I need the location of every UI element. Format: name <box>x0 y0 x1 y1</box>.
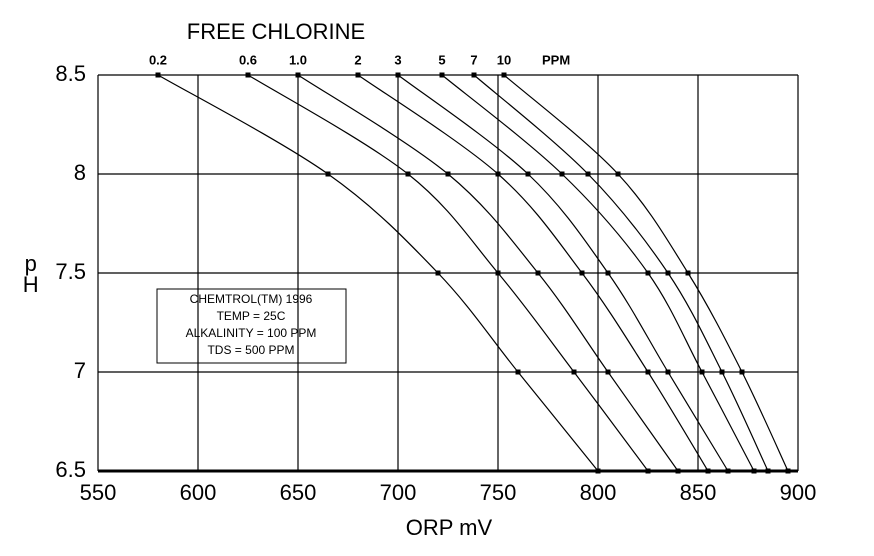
data-point <box>595 468 601 474</box>
data-point <box>705 468 711 474</box>
data-point <box>155 72 161 78</box>
data-point <box>439 72 445 78</box>
data-point <box>675 468 681 474</box>
data-point <box>725 468 731 474</box>
x-tick-label: 900 <box>780 480 817 505</box>
data-point <box>765 468 771 474</box>
annotation-line: ALKALINITY = 100 PPM <box>186 326 317 340</box>
data-point <box>645 369 651 375</box>
data-point <box>405 171 411 177</box>
data-point <box>559 171 565 177</box>
data-point <box>605 270 611 276</box>
y-tick-label: 8.5 <box>55 61 86 86</box>
x-tick-label: 800 <box>580 480 617 505</box>
data-point <box>471 72 477 78</box>
data-point <box>785 468 791 474</box>
series-line <box>503 74 789 472</box>
data-point <box>739 369 745 375</box>
series-line <box>473 74 769 472</box>
data-point <box>605 369 611 375</box>
series-line <box>357 74 709 472</box>
annotation-line: TEMP = 25C <box>217 309 286 323</box>
data-point <box>525 171 531 177</box>
x-tick-label: 700 <box>380 480 417 505</box>
unit-label: PPM <box>542 52 570 67</box>
y-tick-label: 8 <box>74 160 86 185</box>
data-point <box>395 72 401 78</box>
y-tick-label: 7 <box>74 358 86 383</box>
data-point <box>645 468 651 474</box>
x-tick-label: 850 <box>680 480 717 505</box>
data-point <box>245 72 251 78</box>
series-label: 10 <box>497 52 511 67</box>
data-point <box>435 270 441 276</box>
series-label: 7 <box>470 52 477 67</box>
data-point <box>699 369 705 375</box>
x-tick-label: 650 <box>280 480 317 505</box>
series-line <box>397 74 729 472</box>
data-point <box>535 270 541 276</box>
data-point <box>325 171 331 177</box>
x-tick-label: 600 <box>180 480 217 505</box>
data-point <box>501 72 507 78</box>
data-point <box>685 270 691 276</box>
data-point <box>645 270 651 276</box>
series-label: 3 <box>394 52 401 67</box>
data-point <box>665 369 671 375</box>
y-tick-label: 6.5 <box>55 457 86 482</box>
x-axis-label: ORP mV <box>406 515 493 540</box>
data-point <box>665 270 671 276</box>
data-point <box>445 171 451 177</box>
series-label: 5 <box>438 52 445 67</box>
data-point <box>615 171 621 177</box>
data-point <box>571 369 577 375</box>
data-point <box>295 72 301 78</box>
annotation-line: CHEMTROL(TM) 1996 <box>190 292 313 306</box>
series-line <box>157 74 599 472</box>
data-point <box>579 270 585 276</box>
data-point <box>585 171 591 177</box>
y-axis-label: pH <box>18 251 43 293</box>
x-tick-label: 750 <box>480 480 517 505</box>
data-point <box>515 369 521 375</box>
annotation-line: TDS = 500 PPM <box>207 343 294 357</box>
data-point <box>495 270 501 276</box>
data-point <box>495 171 501 177</box>
x-tick-label: 550 <box>80 480 117 505</box>
series-label: 0.6 <box>239 52 257 67</box>
data-point <box>751 468 757 474</box>
series-label: 0.2 <box>149 52 167 67</box>
annotation-box <box>156 288 347 364</box>
chart-title: FREE CHLORINE <box>187 19 365 44</box>
y-tick-label: 7.5 <box>55 259 86 284</box>
series-label: 1.0 <box>289 52 307 67</box>
series-label: 2 <box>354 52 361 67</box>
series-line <box>441 74 755 472</box>
data-point <box>719 369 725 375</box>
data-point <box>355 72 361 78</box>
